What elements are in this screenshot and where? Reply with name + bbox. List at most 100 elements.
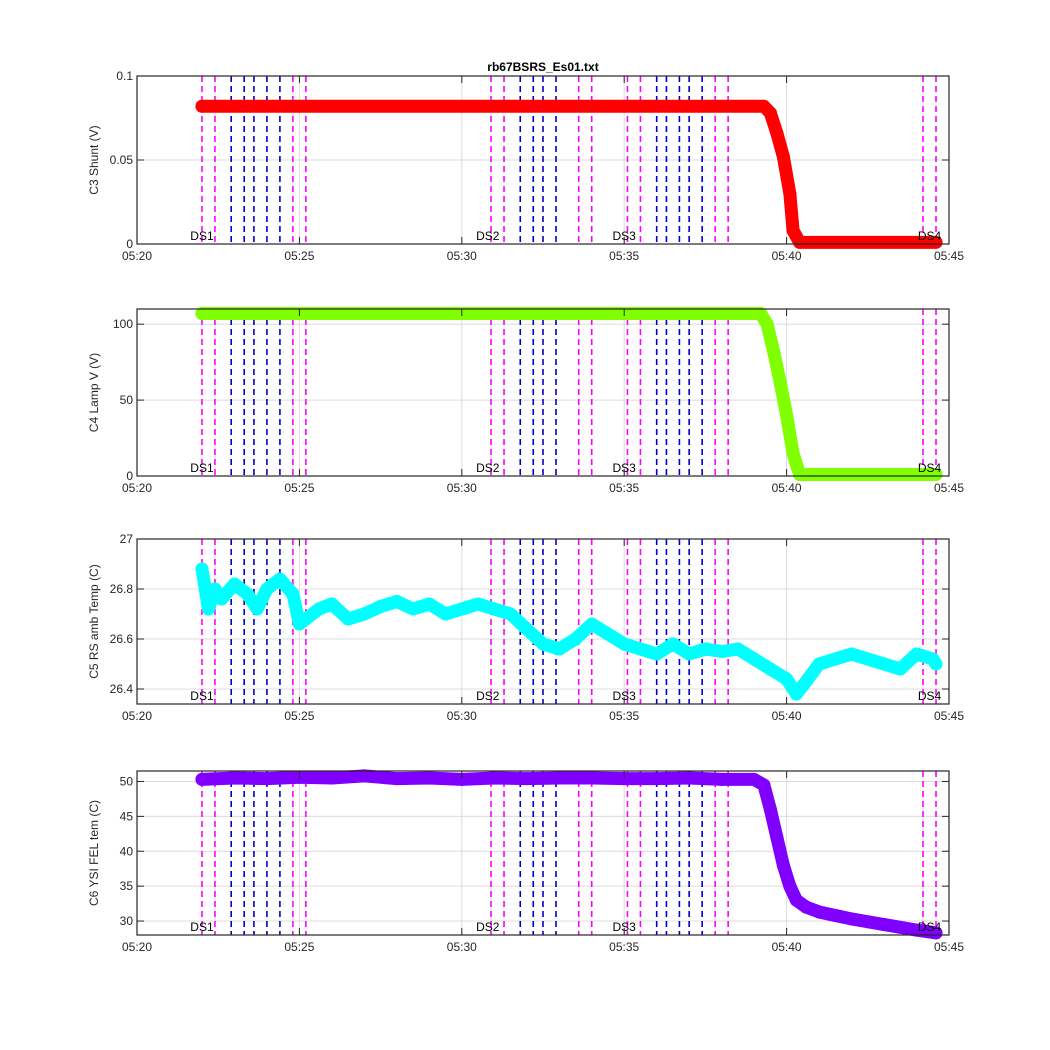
data-point [357,769,371,783]
data-point [773,375,787,389]
panel-2: DS1 DS2 DS3 DS4 05:20 05:25 05:30 05:35 05:40 05:… [87,307,964,495]
y-tick-label: 35 [120,879,134,893]
data-point [227,771,241,785]
axes-box [136,308,950,477]
data-point [504,607,518,621]
panel-1: DS1 DS2 DS3 DS4 05:20 05:25 05:30 05:35 05:40 05:… [87,60,964,263]
data-point [552,642,566,656]
y-tick-label: 50 [120,393,134,407]
data-point [812,657,826,671]
data-series-line [195,307,943,481]
data-point [780,408,794,422]
y-axis-label: C4 Lamp V (V) [87,353,101,432]
data-point [770,126,784,140]
data-point [260,772,274,786]
data-point [568,632,582,646]
data-point [929,467,943,481]
x-tick-label: 05:45 [934,249,964,263]
x-tick-label: 05:35 [609,481,639,495]
x-tick-label: 05:35 [609,249,639,263]
data-point [763,106,777,120]
ds-label: DS1 [190,461,214,475]
x-tick-label: 05:45 [934,940,964,954]
x-tick-label: 05:40 [772,481,802,495]
data-point [812,905,826,919]
data-point [299,612,313,626]
data-point [273,572,287,586]
data-point [929,926,943,940]
y-tick-label: 0.1 [116,69,133,83]
data-point [374,600,388,613]
y-tick-label: 30 [120,914,134,928]
data-point [422,597,436,611]
panel-3: DS1 DS2 DS3 DS4 05:20 05:25 05:30 05:35 05:40 05:… [87,532,964,723]
chart-title: rb67BSRS_Es01.txt [487,60,598,74]
data-point [877,657,891,671]
data-point [341,612,355,626]
data-point [487,602,501,616]
data-point [617,637,631,651]
data-point [763,802,777,816]
ds-label: DS4 [918,689,942,703]
data-point [260,582,274,596]
data-point [455,602,469,616]
data-point [845,912,859,926]
data-point [455,772,469,786]
data-point [793,467,807,481]
data-point [666,637,680,651]
y-tick-label: 100 [113,317,133,331]
data-point [929,235,943,249]
data-point [240,587,254,601]
x-tick-label: 05:25 [284,709,314,723]
ds-label: DS4 [918,920,942,934]
x-tick-label: 05:25 [284,940,314,954]
ds-label: DS4 [918,229,942,243]
data-point [214,592,228,606]
x-tick-label: 05:20 [122,249,152,263]
data-point [776,858,790,872]
data-point [861,915,875,929]
data-point [195,562,209,576]
data-point [799,675,813,688]
data-point [250,602,264,616]
x-tick-label: 05:30 [447,709,477,723]
x-tick-label: 05:30 [447,249,477,263]
data-point [201,602,215,616]
data-point [828,908,842,922]
data-point [195,307,209,321]
data-point [763,662,777,676]
axes-box [136,538,950,705]
y-axis-label: C5 RS amb Temp (C) [87,564,101,678]
data-point [195,772,209,786]
data-series-line [195,99,943,249]
data-point [208,582,222,596]
data-point [828,652,842,666]
x-tick-label: 05:20 [122,709,152,723]
data-series-line [195,562,943,701]
x-tick-label: 05:40 [772,709,802,723]
ds-label: DS1 [190,689,214,703]
data-point [552,771,566,785]
data-point [767,345,781,359]
data-point [585,617,599,631]
x-tick-label: 05:30 [447,940,477,954]
data-point [793,235,807,249]
data-point [650,772,664,786]
x-tick-label: 05:25 [284,481,314,495]
y-tick-label: 0 [126,237,133,251]
data-point [227,577,241,591]
ds-label: DS3 [613,920,637,934]
y-tick-label: 26.6 [110,632,134,646]
y-tick-label: 0 [126,469,133,483]
x-tick-label: 05:45 [934,481,964,495]
data-point [325,771,339,785]
data-point [682,771,696,785]
data-point [357,607,371,621]
x-tick-label: 05:40 [772,249,802,263]
x-tick-label: 05:20 [122,940,152,954]
data-point [406,602,420,616]
data-point [861,652,875,666]
ds-label: DS2 [476,920,500,934]
data-point [783,187,797,201]
